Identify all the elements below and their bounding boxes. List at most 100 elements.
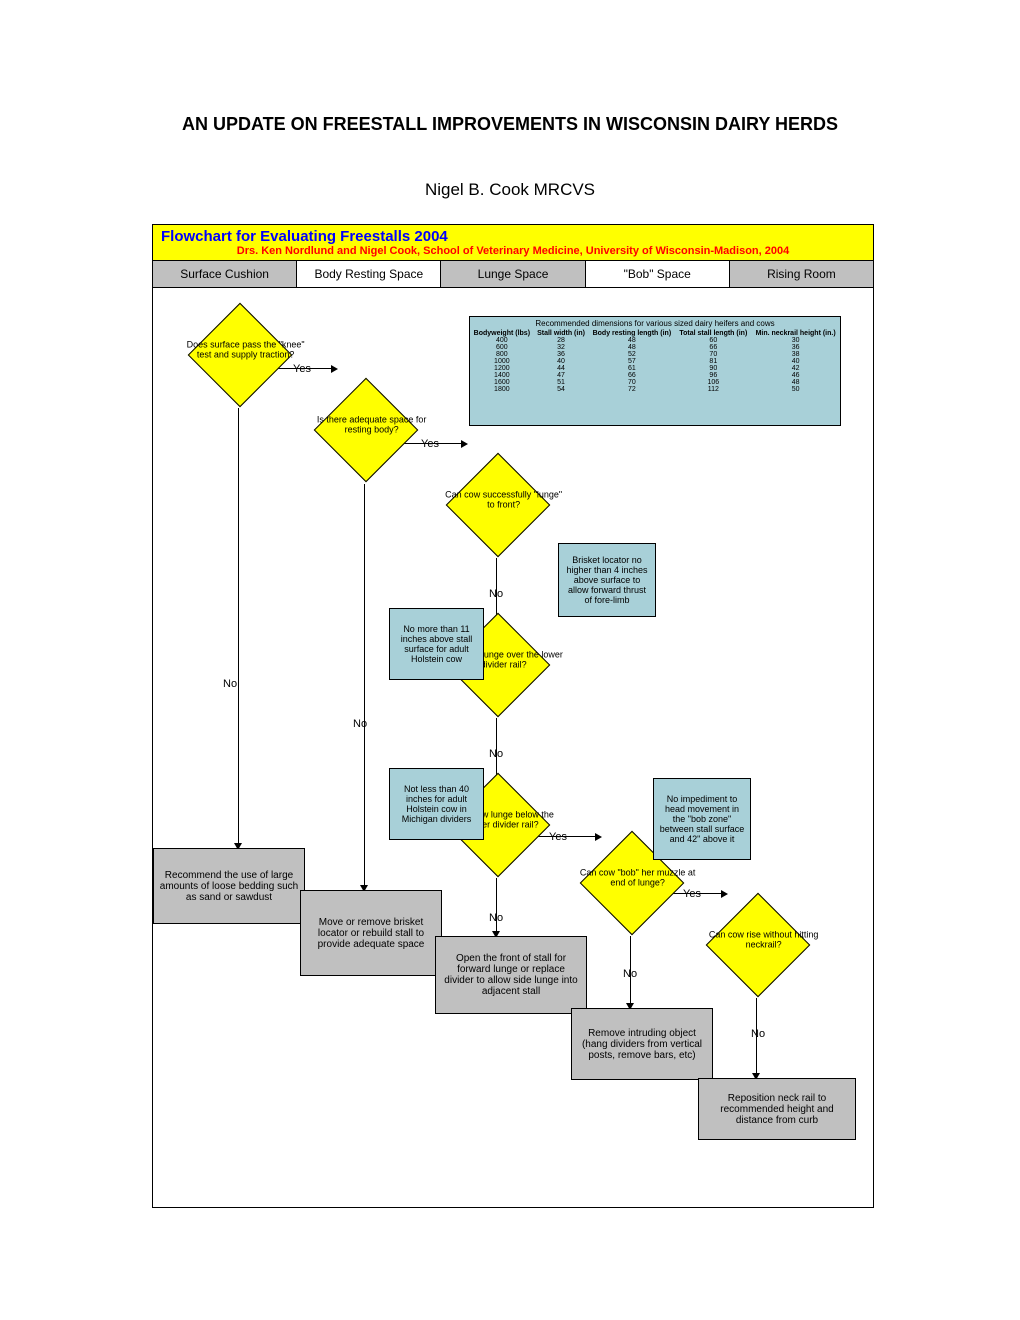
edge-label: No	[489, 588, 503, 600]
edge-label: No	[489, 748, 503, 760]
table-cell: 112	[675, 386, 751, 393]
table-header: Bodyweight (lbs)	[470, 330, 534, 337]
info-box: No impediment to head movement in the "b…	[653, 778, 751, 860]
table-cell: 66	[588, 372, 675, 379]
table-cell: 48	[751, 379, 840, 386]
edge-label: Yes	[683, 888, 701, 900]
table-row: 1600517010648	[470, 379, 840, 386]
table-cell: 96	[675, 372, 751, 379]
table-cell: 72	[588, 386, 675, 393]
table-cell: 42	[751, 365, 840, 372]
table-cell: 48	[588, 344, 675, 351]
table-row: 60032486636	[470, 344, 840, 351]
document-title: AN UPDATE ON FREESTALL IMPROVEMENTS IN W…	[0, 114, 1020, 135]
table-cell: 46	[751, 372, 840, 379]
table-cell: 51	[534, 379, 589, 386]
connector-line	[496, 878, 497, 934]
column-header: Body Resting Space	[297, 261, 441, 287]
table-cell: 600	[470, 344, 534, 351]
table-row: 40028486030	[470, 337, 840, 344]
table-cell: 60	[675, 337, 751, 344]
edge-label: Yes	[421, 438, 439, 450]
decision-node: Can cow successfully "lunge" to front?	[446, 453, 551, 558]
arrow-right-icon	[331, 365, 338, 373]
action-box: Open the front of stall for forward lung…	[435, 936, 587, 1014]
table-cell: 70	[588, 379, 675, 386]
table-cell: 40	[534, 358, 589, 365]
table-row: 140047669646	[470, 372, 840, 379]
table-cell: 57	[588, 358, 675, 365]
info-box: Not less than 40 inches for adult Holste…	[389, 768, 484, 840]
edge-label: No	[353, 718, 367, 730]
table-cell: 81	[675, 358, 751, 365]
decision-text: Can cow "bob" her muzzle at end of lunge…	[578, 867, 698, 887]
table-cell: 54	[534, 386, 589, 393]
table-cell: 1600	[470, 379, 534, 386]
connector-line	[238, 408, 239, 846]
table-cell: 48	[588, 337, 675, 344]
decision-text: Can cow rise without hitting neckrail?	[704, 929, 824, 949]
table-cell: 28	[534, 337, 589, 344]
column-header: "Bob" Space	[586, 261, 730, 287]
table-header: Stall width (in)	[534, 330, 589, 337]
table-cell: 1000	[470, 358, 534, 365]
column-header: Surface Cushion	[153, 261, 297, 287]
table-row: 1800547211250	[470, 386, 840, 393]
flowchart-title: Flowchart for Evaluating Freestalls 2004	[161, 228, 865, 245]
table-cell: 66	[675, 344, 751, 351]
table-cell: 30	[751, 337, 840, 344]
edge-label: No	[623, 968, 637, 980]
flowchart-body: Does surface pass the "knee" test and su…	[153, 288, 873, 1188]
table-cell: 106	[675, 379, 751, 386]
table-row: 100040578140	[470, 358, 840, 365]
page: AN UPDATE ON FREESTALL IMPROVEMENTS IN W…	[0, 0, 1020, 1320]
arrow-right-icon	[461, 440, 468, 448]
arrow-right-icon	[595, 833, 602, 841]
flowchart-frame: Flowchart for Evaluating Freestalls 2004…	[152, 224, 874, 1208]
table-row: 80036527038	[470, 351, 840, 358]
table-cell: 47	[534, 372, 589, 379]
dimensions-table: Recommended dimensions for various sized…	[469, 316, 841, 426]
column-headers: Surface CushionBody Resting SpaceLunge S…	[153, 261, 873, 288]
table-cell: 90	[675, 365, 751, 372]
table-cell: 800	[470, 351, 534, 358]
table-cell: 50	[751, 386, 840, 393]
action-box: Reposition neck rail to recommended heig…	[698, 1078, 856, 1140]
edge-label: Yes	[549, 831, 567, 843]
table-cell: 40	[751, 358, 840, 365]
action-box: Recommend the use of large amounts of lo…	[153, 848, 305, 924]
table-header: Body resting length (in)	[588, 330, 675, 337]
table-cell: 44	[534, 365, 589, 372]
arrow-right-icon	[721, 890, 728, 898]
table-cell: 400	[470, 337, 534, 344]
decision-node: Does surface pass the "knee" test and su…	[188, 303, 293, 408]
action-box: Move or remove brisket locator or rebuil…	[300, 890, 442, 976]
table-cell: 36	[751, 344, 840, 351]
table-cell: 61	[588, 365, 675, 372]
table-header: Min. neckrail height (in.)	[751, 330, 840, 337]
flowchart-subtitle: Drs. Ken Nordlund and Nigel Cook, School…	[161, 245, 865, 257]
table-header: Total stall length (in)	[675, 330, 751, 337]
action-box: Remove intruding object (hang dividers f…	[571, 1008, 713, 1080]
decision-node: Is there adequate space for resting body…	[314, 378, 419, 483]
table-cell: 52	[588, 351, 675, 358]
author: Nigel B. Cook MRCVS	[0, 180, 1020, 200]
column-header: Rising Room	[730, 261, 873, 287]
table-title: Recommended dimensions for various sized…	[470, 317, 840, 330]
table-cell: 1400	[470, 372, 534, 379]
table-cell: 1800	[470, 386, 534, 393]
decision-text: Is there adequate space for resting body…	[312, 414, 432, 434]
table-row: 120044619042	[470, 365, 840, 372]
info-box: No more than 11 inches above stall surfa…	[389, 608, 484, 680]
decision-node: Can cow rise without hitting neckrail?	[706, 893, 811, 998]
edge-label: No	[489, 912, 503, 924]
column-header: Lunge Space	[441, 261, 585, 287]
decision-text: Can cow successfully "lunge" to front?	[444, 489, 564, 509]
table-cell: 36	[534, 351, 589, 358]
decision-text: Does surface pass the "knee" test and su…	[186, 339, 306, 359]
edge-label: No	[751, 1028, 765, 1040]
table-cell: 32	[534, 344, 589, 351]
table-cell: 38	[751, 351, 840, 358]
info-box: Brisket locator no higher than 4 inches …	[558, 543, 656, 617]
connector-line	[364, 484, 365, 888]
